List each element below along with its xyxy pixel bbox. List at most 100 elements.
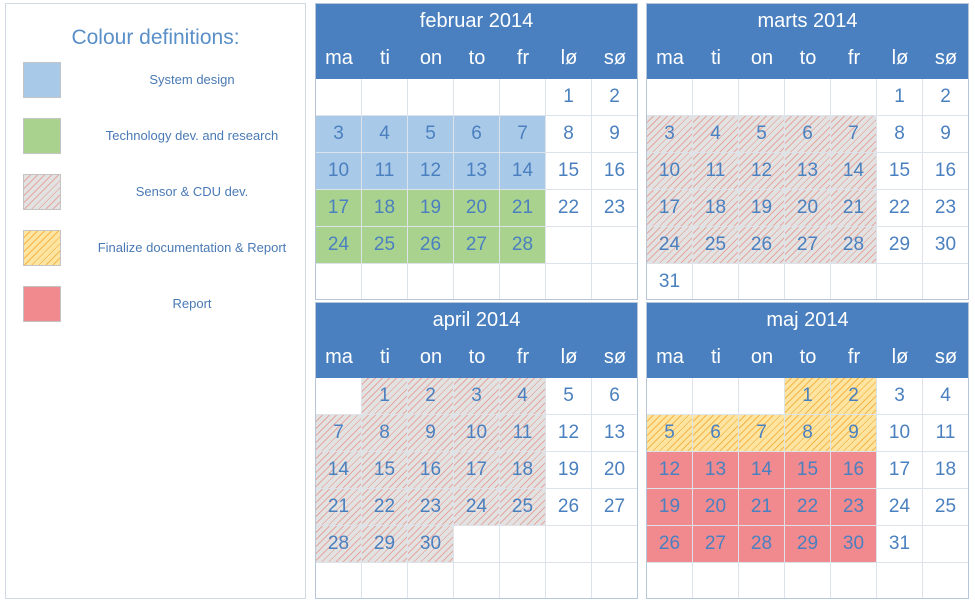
day-cell: 4 xyxy=(923,378,968,415)
day-cell: 3 xyxy=(647,116,693,153)
weekday-sø: sø xyxy=(934,346,958,368)
legend-title: Colour definitions: xyxy=(71,26,240,49)
day-number: 23 xyxy=(419,496,442,517)
day-cell: 7 xyxy=(831,116,877,153)
weekday-to: to xyxy=(799,346,817,368)
day-cell: 31 xyxy=(877,526,923,563)
empty-cell xyxy=(592,264,637,299)
day-number: 8 xyxy=(379,422,390,443)
day-number: 11 xyxy=(512,422,533,443)
day-cell: 10 xyxy=(454,415,500,452)
day-cell: 4 xyxy=(693,116,739,153)
day-cell: 21 xyxy=(739,489,785,526)
empty-cell xyxy=(693,378,739,415)
day-cell: 11 xyxy=(693,153,739,190)
day-number: 14 xyxy=(327,459,350,480)
day-cell: 16 xyxy=(408,452,454,489)
day-cell: 15 xyxy=(546,153,592,190)
day-cell: 18 xyxy=(693,190,739,227)
day-number: 17 xyxy=(465,459,488,480)
legend-label-system-design: System design xyxy=(149,72,235,87)
day-cell: 27 xyxy=(785,227,831,264)
empty-cell xyxy=(739,79,785,116)
empty-cell xyxy=(831,79,877,116)
legend-item-report: Report xyxy=(23,286,303,324)
day-cell: 18 xyxy=(923,452,968,489)
legend-label-finalize: Finalize documentation & Report xyxy=(97,240,287,255)
empty-cell xyxy=(454,563,500,598)
legend-swatch-system-design xyxy=(23,62,61,98)
day-cell: 29 xyxy=(877,227,923,264)
day-cell: 22 xyxy=(546,190,592,227)
day-cell: 1 xyxy=(546,79,592,116)
day-cell: 9 xyxy=(408,415,454,452)
day-cell: 25 xyxy=(693,227,739,264)
day-number: 2 xyxy=(940,86,951,107)
day-cell: 13 xyxy=(454,153,500,190)
day-number: 1 xyxy=(894,86,905,107)
day-cell: 30 xyxy=(831,526,877,563)
month-title: april 2014 xyxy=(432,309,521,331)
day-cell: 8 xyxy=(785,415,831,452)
day-cell: 1 xyxy=(362,378,408,415)
month-header: april 2014 ma ti on to fr lø sø xyxy=(316,303,637,378)
day-number: 9 xyxy=(425,422,436,443)
day-number: 10 xyxy=(465,422,488,443)
day-number: 15 xyxy=(373,459,396,480)
day-number: 18 xyxy=(704,197,727,218)
day-cell: 4 xyxy=(500,378,546,415)
day-number: 16 xyxy=(603,160,626,181)
empty-cell xyxy=(408,563,454,598)
day-cell: 7 xyxy=(316,415,362,452)
legend-item-technology: Technology dev. and research xyxy=(23,118,303,156)
day-cell: 10 xyxy=(647,153,693,190)
day-cell: 19 xyxy=(647,489,693,526)
day-number: 4 xyxy=(940,385,951,406)
day-cell: 29 xyxy=(785,526,831,563)
day-number: 14 xyxy=(750,459,773,480)
weekday-ti: ti xyxy=(711,47,721,69)
day-number: 24 xyxy=(465,496,488,517)
empty-cell xyxy=(647,378,693,415)
day-number: 17 xyxy=(327,197,350,218)
day-cell: 25 xyxy=(500,489,546,526)
day-cell: 6 xyxy=(592,378,637,415)
day-cell: 10 xyxy=(877,415,923,452)
day-cell: 26 xyxy=(739,227,785,264)
day-cell: 23 xyxy=(408,489,454,526)
day-cell: 6 xyxy=(454,116,500,153)
day-number: 31 xyxy=(658,271,681,292)
day-cell: 19 xyxy=(739,190,785,227)
day-cell: 5 xyxy=(408,116,454,153)
day-number: 7 xyxy=(756,422,767,443)
weekday-ti: ti xyxy=(380,47,390,69)
day-number: 13 xyxy=(465,160,488,181)
day-number: 30 xyxy=(419,533,442,554)
empty-cell xyxy=(647,79,693,116)
month-march: marts 2014 ma ti on to fr lø sø 1 2 3 4 5 6 7 8 9 10 11 1… xyxy=(646,3,969,300)
empty-cell xyxy=(739,563,785,598)
day-cell: 12 xyxy=(546,415,592,452)
day-number: 3 xyxy=(471,385,482,406)
legend-item-finalize: Finalize documentation & Report xyxy=(23,230,303,268)
weekday-ma: ma xyxy=(656,47,684,69)
day-cell: 12 xyxy=(739,153,785,190)
day-cell: 9 xyxy=(592,116,637,153)
empty-cell xyxy=(831,563,877,598)
day-cell: 14 xyxy=(739,452,785,489)
weekday-on: on xyxy=(419,346,443,368)
empty-cell xyxy=(831,264,877,299)
day-number: 21 xyxy=(842,197,865,218)
day-cell: 5 xyxy=(739,116,785,153)
day-number: 11 xyxy=(374,160,395,181)
empty-cell xyxy=(362,264,408,299)
empty-cell xyxy=(785,563,831,598)
day-cell: 8 xyxy=(362,415,408,452)
day-number: 30 xyxy=(842,533,865,554)
month-header: marts 2014 ma ti on to fr lø sø xyxy=(647,4,968,79)
empty-cell xyxy=(454,264,500,299)
day-cell: 6 xyxy=(785,116,831,153)
empty-cell xyxy=(785,264,831,299)
empty-cell xyxy=(362,563,408,598)
day-number: 6 xyxy=(802,123,813,144)
